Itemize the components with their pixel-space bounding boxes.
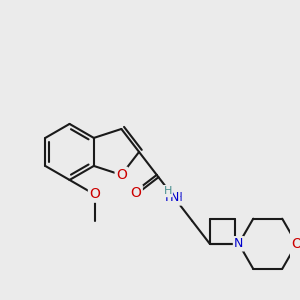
Text: O: O <box>130 186 142 200</box>
Text: O: O <box>89 188 100 201</box>
Text: N: N <box>234 237 243 250</box>
Text: H: H <box>164 186 172 196</box>
Text: O: O <box>291 237 300 251</box>
Text: O: O <box>116 168 127 182</box>
Text: N: N <box>170 191 179 204</box>
Text: NH: NH <box>165 191 184 204</box>
